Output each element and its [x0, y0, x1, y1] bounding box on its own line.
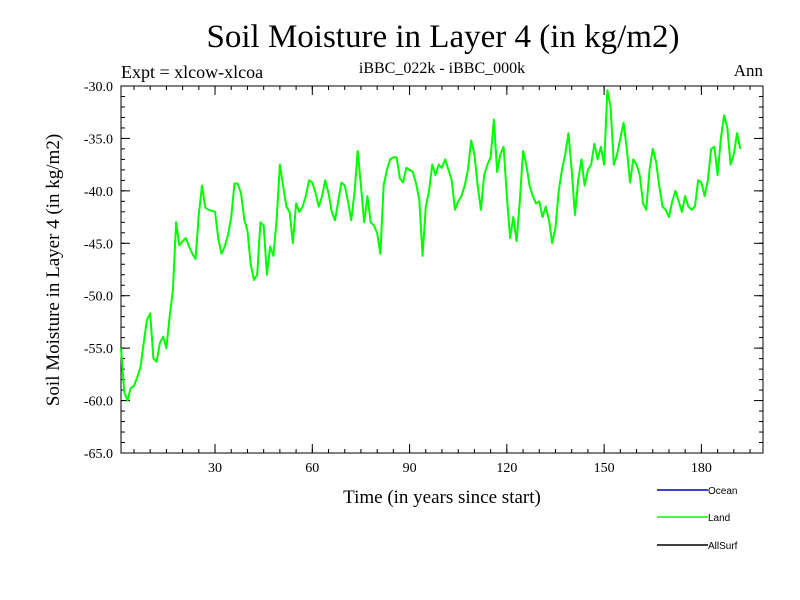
legend-label-land: Land — [708, 513, 730, 524]
chart-title: Soil Moisture in Layer 4 (in kg/m2) — [207, 19, 680, 55]
x-axis-label: Time (in years since start) — [343, 487, 541, 508]
legend-label-allsurf: AllSurf — [708, 541, 738, 552]
plot-frame — [120, 85, 764, 454]
chart-subtitle-right: Ann — [734, 61, 764, 80]
y-tick-label: -60.0 — [84, 395, 113, 410]
x-tick-label: 30 — [208, 461, 222, 476]
y-axis-label: Soil Moisture in Layer 4 (in kg/m2) — [43, 134, 64, 406]
legend: Ocean Land AllSurf — [657, 486, 738, 552]
y-tick-label: -55.0 — [84, 342, 113, 357]
y-tick-label: -40.0 — [84, 185, 113, 200]
x-tick-label: 120 — [496, 461, 517, 476]
y-tick-label: -35.0 — [84, 132, 113, 147]
x-tick-label: 90 — [403, 461, 417, 476]
axes-layer: 30 60 90 120 150 180 -65.0 -60.0 -55.0 -50.0 -45.0… — [84, 80, 764, 476]
chart-subtitle-left: Expt = xlcow-xlcoa — [121, 62, 263, 82]
y-tick-label: -30.0 — [84, 80, 113, 95]
legend-label-ocean: Ocean — [708, 486, 737, 497]
series-line-land — [120, 89, 742, 402]
y-tick-label: -65.0 — [84, 447, 113, 462]
y-tick-label: -45.0 — [84, 237, 113, 252]
series-layer — [120, 89, 742, 402]
x-tick-label: 60 — [305, 461, 319, 476]
chart-subtitle-center: iBBC_022k - iBBC_000k — [359, 60, 525, 77]
x-tick-label: 150 — [594, 461, 615, 476]
y-tick-label: -50.0 — [84, 290, 113, 305]
x-tick-label: 180 — [691, 461, 712, 476]
